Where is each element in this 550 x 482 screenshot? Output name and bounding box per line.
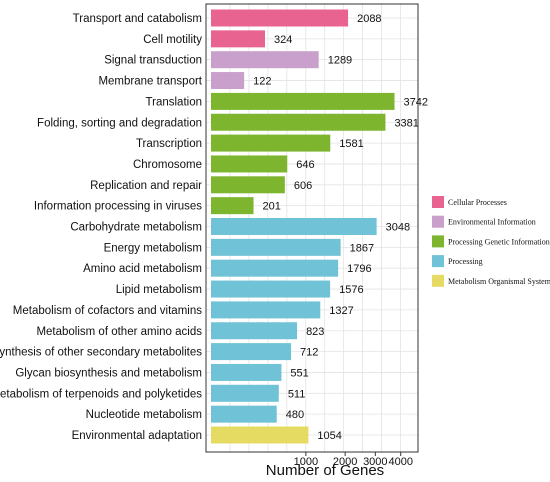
category-label: Metabolism of cofactors and vitamins <box>13 305 202 317</box>
category-label: Lipid metabolism <box>116 284 202 296</box>
bar <box>211 363 282 381</box>
legend-label: Environmental Information <box>448 218 536 227</box>
bar <box>211 280 331 298</box>
bar <box>211 113 386 131</box>
value-label: 3381 <box>394 117 418 129</box>
value-label: 1289 <box>328 55 352 67</box>
category-label: Metabolism of other amino acids <box>36 326 202 338</box>
value-label: 122 <box>253 76 271 88</box>
bar <box>211 426 309 444</box>
bar <box>211 197 254 215</box>
value-label: 606 <box>294 180 312 192</box>
legend: Cellular Processes Environmental Informat… <box>432 196 550 287</box>
bar <box>211 405 277 423</box>
bar <box>211 30 265 48</box>
category-label: Transcription <box>136 138 202 150</box>
legend-label: Processing <box>448 257 483 266</box>
value-label: 551 <box>290 367 308 379</box>
value-label: 1054 <box>317 430 341 442</box>
category-label: Folding, sorting and degradation <box>37 117 202 129</box>
category-label: Chromosome <box>133 159 202 171</box>
bar <box>211 301 321 319</box>
legend-label: Processing Genetic Information <box>448 237 550 246</box>
value-label: 1867 <box>350 242 374 254</box>
plot-panel <box>205 3 419 453</box>
legend-label: Cellular Processes <box>448 198 507 207</box>
category-label: Nucleotide metabolism <box>86 409 202 421</box>
bar <box>211 134 331 152</box>
x-axis-title: Number of Genes <box>266 462 384 479</box>
category-labels: Transport and catabolism Cell motility Sig… <box>0 13 203 442</box>
bar <box>211 72 245 90</box>
x-axis-ticks: 1000 2000 3000 4000 <box>294 452 413 468</box>
x-tick-label: 1000 <box>294 456 318 468</box>
bar <box>211 259 339 277</box>
category-label: Translation <box>146 96 202 108</box>
legend-swatch <box>432 215 444 228</box>
category-label: Energy metabolism <box>104 242 202 254</box>
legend-swatch <box>432 196 444 208</box>
value-label: 2088 <box>357 13 381 25</box>
category-label: Replication and repair <box>90 180 202 192</box>
x-tick-label: 4000 <box>388 456 412 468</box>
value-label: 646 <box>296 159 314 171</box>
category-label: Information processing in viruses <box>34 201 202 213</box>
bar <box>211 322 298 340</box>
value-label: 3742 <box>404 96 428 108</box>
category-label: Membrane transport <box>98 76 202 88</box>
value-label: 511 <box>288 388 306 400</box>
category-label: Cell motility <box>143 34 202 46</box>
value-label: 1581 <box>339 138 363 150</box>
legend-label: Metabolism Organismal Systems <box>448 277 550 286</box>
category-label: Signal transduction <box>104 55 202 67</box>
legend-swatch <box>432 274 444 287</box>
value-label: 324 <box>274 34 292 46</box>
category-label: Environmental adaptation <box>72 430 202 442</box>
value-label: 1327 <box>329 305 353 317</box>
bar <box>211 176 285 194</box>
bar <box>211 384 279 402</box>
legend-swatch <box>432 235 444 248</box>
bar <box>211 218 377 235</box>
value-label: 3048 <box>386 222 410 234</box>
x-tick-label: 3000 <box>363 456 387 468</box>
value-label: 823 <box>306 326 324 338</box>
value-label: 712 <box>300 347 318 359</box>
category-label: Amino acid metabolism <box>83 263 202 275</box>
category-label: Glycan biosynthesis and metabolism <box>15 367 202 379</box>
category-label: Carbohydrate metabolism <box>70 222 202 234</box>
bar <box>211 238 341 256</box>
value-label: 201 <box>263 201 281 213</box>
value-label: 480 <box>286 409 304 421</box>
value-label: 1796 <box>347 263 371 275</box>
category-label: Metabolism of terpenoids and polyketides <box>0 388 202 400</box>
bar <box>211 9 349 27</box>
x-tick-label: 2000 <box>333 456 357 468</box>
category-label: Biosynthesis of other secondary metaboli… <box>0 347 202 359</box>
bars <box>211 9 395 444</box>
bar <box>211 155 288 173</box>
value-labels: 2088 324 1289 122 3742 3381 1581 646 606 201 3048 1… <box>253 13 428 442</box>
bar <box>211 343 292 361</box>
value-label: 1576 <box>339 284 363 296</box>
category-label: Transport and catabolism <box>73 13 202 25</box>
bar <box>211 51 319 69</box>
bar <box>211 92 395 110</box>
legend-swatch <box>432 255 444 268</box>
